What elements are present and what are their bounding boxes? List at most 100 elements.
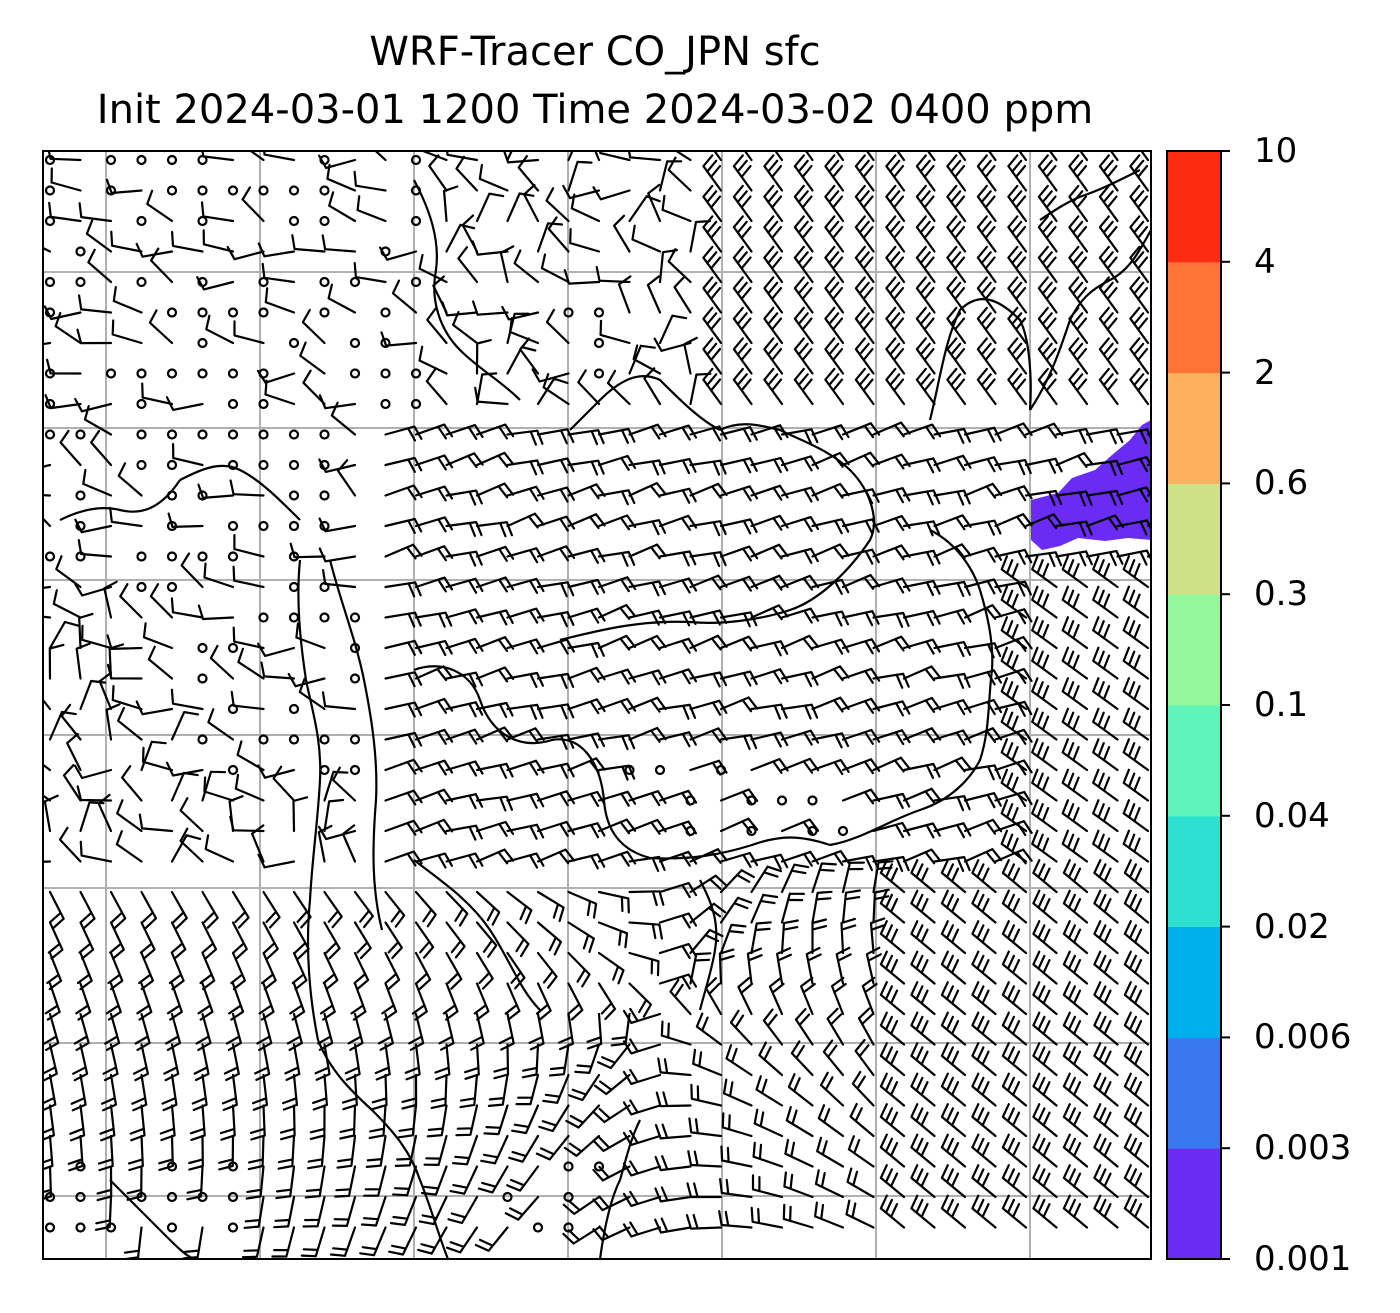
wind-barb [849, 1102, 875, 1138]
wind-barb [384, 611, 422, 628]
wind-barb [475, 451, 515, 468]
wind-barb [622, 1160, 662, 1177]
wind-barb [1123, 981, 1150, 1016]
wind-barb [1061, 768, 1089, 802]
wind-barb [536, 428, 575, 445]
calm-wind-marker [227, 368, 239, 379]
wind-barb [321, 691, 357, 711]
wind-barb [994, 459, 1032, 476]
wind-barb [702, 367, 723, 406]
wind-barb [763, 184, 784, 223]
wind-barb [262, 890, 281, 929]
wind-barb [392, 1165, 418, 1197]
wind-barb [1098, 337, 1119, 375]
wind-barb [545, 187, 570, 223]
calm-wind-marker [105, 154, 117, 166]
wind-barb [719, 545, 759, 562]
wind-barb [201, 921, 218, 960]
wind-barb [1061, 646, 1089, 680]
wind-barb [472, 300, 509, 316]
wind-barb [910, 981, 936, 1016]
wind-barb [628, 634, 667, 651]
wind-barb [279, 1104, 296, 1141]
calm-wind-marker [105, 185, 117, 196]
wind-barb [933, 489, 971, 506]
wind-barb [1092, 829, 1119, 863]
calm-wind-marker [136, 368, 147, 379]
calm-wind-marker [197, 551, 208, 562]
calm-wind-marker [593, 368, 605, 379]
wind-barb [1061, 738, 1089, 772]
wind-barb [328, 191, 357, 223]
colorbar-tick-label: 0.003 [1254, 1128, 1352, 1169]
calm-wind-marker [227, 520, 239, 532]
wind-barb [272, 765, 296, 802]
wind-barb [597, 604, 637, 620]
wind-barb [690, 1083, 723, 1107]
wind-barb [1001, 950, 1028, 985]
wind-barb [70, 1073, 87, 1112]
wind-barb [418, 345, 448, 375]
wind-barb [763, 215, 784, 253]
wind-barb [658, 973, 698, 990]
colorbar-segment [1167, 815, 1221, 928]
wind-barb [1055, 550, 1093, 567]
wind-barb [592, 186, 631, 201]
wind-barb [447, 1195, 479, 1225]
wind-barb [418, 253, 448, 284]
wind-barb [109, 921, 125, 960]
wind-barb [445, 637, 484, 654]
wind-barb [243, 1195, 265, 1229]
calm-wind-marker [75, 1191, 86, 1203]
calm-wind-marker [136, 429, 147, 440]
calm-wind-marker [166, 581, 178, 593]
calm-wind-marker [44, 1222, 56, 1233]
wind-barb [374, 151, 387, 162]
wind-barb [360, 1195, 387, 1227]
wind-barb [737, 976, 754, 1016]
wind-barb [201, 890, 219, 929]
wind-barb [569, 228, 601, 253]
wind-barb [763, 306, 784, 345]
wind-barb [721, 1112, 753, 1138]
wind-barb [232, 626, 265, 650]
wind-barb [647, 183, 662, 223]
wind-barb [318, 547, 357, 563]
wind-barb [1129, 184, 1150, 223]
wind-barb [628, 790, 667, 807]
calm-wind-marker [563, 1161, 574, 1172]
colorbar-border [1166, 150, 1222, 1260]
wind-barb [292, 890, 312, 929]
wind-barb [704, 977, 723, 1016]
wind-barb [201, 770, 227, 802]
wind-barb [567, 698, 606, 715]
wind-barb [902, 638, 941, 655]
wind-barb [658, 577, 698, 594]
wind-barb [732, 245, 753, 284]
wind-barb [1007, 154, 1028, 192]
wind-barb [229, 479, 265, 497]
wind-barb [1055, 490, 1093, 507]
wind-barb [976, 337, 997, 375]
wind-barb [879, 1072, 906, 1107]
wind-barb [811, 665, 850, 682]
wind-barb [940, 1011, 967, 1046]
colorbar-segment [1167, 151, 1221, 263]
wind-barb [264, 379, 296, 406]
calm-wind-marker [349, 734, 361, 745]
colorbar-tick-label: 0.006 [1254, 1017, 1352, 1058]
calm-wind-marker [258, 398, 269, 410]
calm-wind-marker [502, 1191, 513, 1203]
wind-barb [915, 276, 936, 314]
wind-barb [48, 620, 80, 650]
wind-barb [1116, 486, 1151, 503]
wind-barb [940, 1103, 967, 1138]
wind-barb [762, 1008, 784, 1046]
wind-barb [299, 341, 326, 375]
wind-barb [43, 463, 52, 468]
wind-barb [597, 454, 637, 471]
wind-barb [976, 215, 997, 253]
wind-barb [628, 921, 663, 940]
wind-barb [103, 580, 118, 619]
wind-barb [300, 1226, 326, 1258]
